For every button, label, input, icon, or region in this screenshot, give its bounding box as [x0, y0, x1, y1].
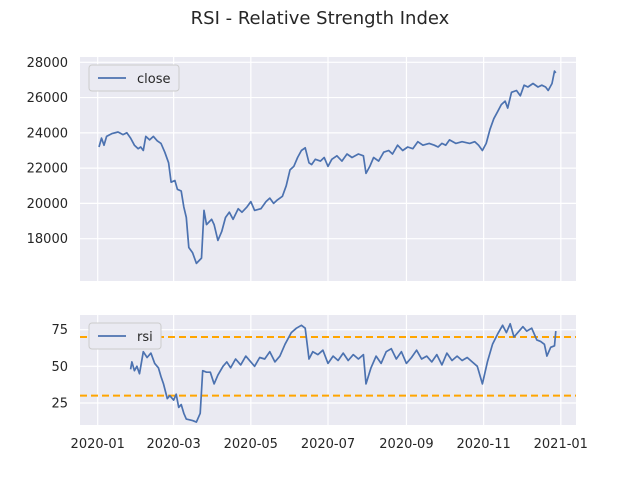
y-tick-label: 26000	[27, 91, 68, 106]
x-tick-label: 2020-07	[301, 437, 355, 452]
x-tick-label: 2021-01	[534, 437, 588, 452]
legend-label: close	[137, 72, 170, 87]
series-line-close	[98, 70, 557, 265]
y-tick-label: 22000	[27, 162, 68, 177]
x-tick-label: 2020-05	[224, 437, 278, 452]
x-tick-label: 2020-03	[146, 437, 200, 452]
y-tick-label: 18000	[27, 232, 68, 247]
y-tick-label: 25	[51, 397, 68, 412]
y-tick-label: 20000	[27, 197, 68, 212]
legend-label: rsi	[137, 330, 153, 345]
series-line-rsi	[129, 322, 557, 423]
rsi-panel: 25 50 75 2020-01 2020-03 2020-05 2020-07 2020-0…	[51, 315, 588, 452]
y-tick-label: 24000	[27, 126, 68, 141]
y-tick-label: 28000	[27, 56, 68, 71]
legend-box	[88, 64, 180, 92]
figure-title: RSI - Relative Strength Index	[191, 8, 450, 29]
y-tick-label: 50	[51, 360, 68, 375]
close-price-panel: 18000 20000 22000 24000 26000 28000 close	[27, 56, 576, 281]
x-tick-label: 2020-01	[71, 437, 125, 452]
x-tick-label: 2020-09	[379, 437, 433, 452]
y-tick-label: 75	[51, 323, 68, 338]
x-tick-label: 2020-11	[456, 437, 510, 452]
